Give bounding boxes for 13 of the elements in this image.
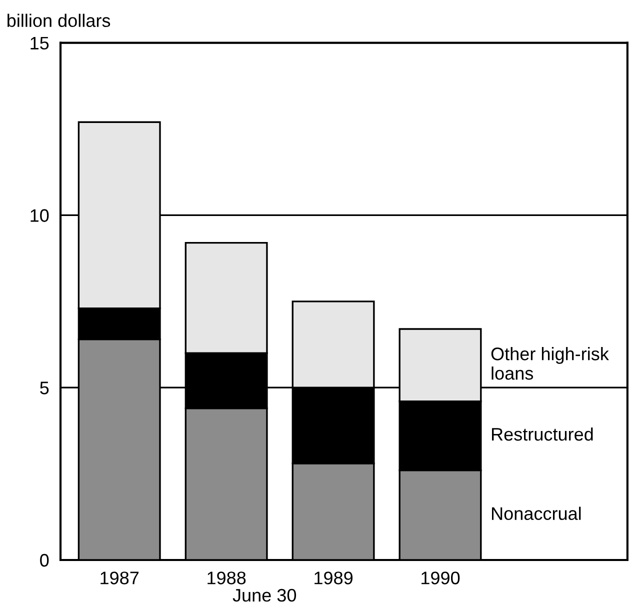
x-axis-title: June 30 — [232, 588, 296, 602]
series-label: Other high-risk loans — [491, 347, 609, 380]
series-label: Restructured — [492, 427, 593, 441]
x-tick-label: 1989 — [314, 572, 353, 584]
y-tick-label: 5 — [40, 382, 49, 394]
x-tick-label: 1988 — [208, 572, 246, 584]
y-tick-label: 10 — [30, 209, 49, 222]
y-tick-label: 15 — [30, 36, 49, 50]
y-tick-label: 0 — [40, 554, 49, 567]
x-tick-label: 1987 — [100, 572, 139, 584]
series-label: Nonaccrual — [492, 506, 581, 520]
x-tick-label: 1990 — [422, 572, 460, 584]
y-axis-title: billion dollars — [8, 14, 110, 28]
